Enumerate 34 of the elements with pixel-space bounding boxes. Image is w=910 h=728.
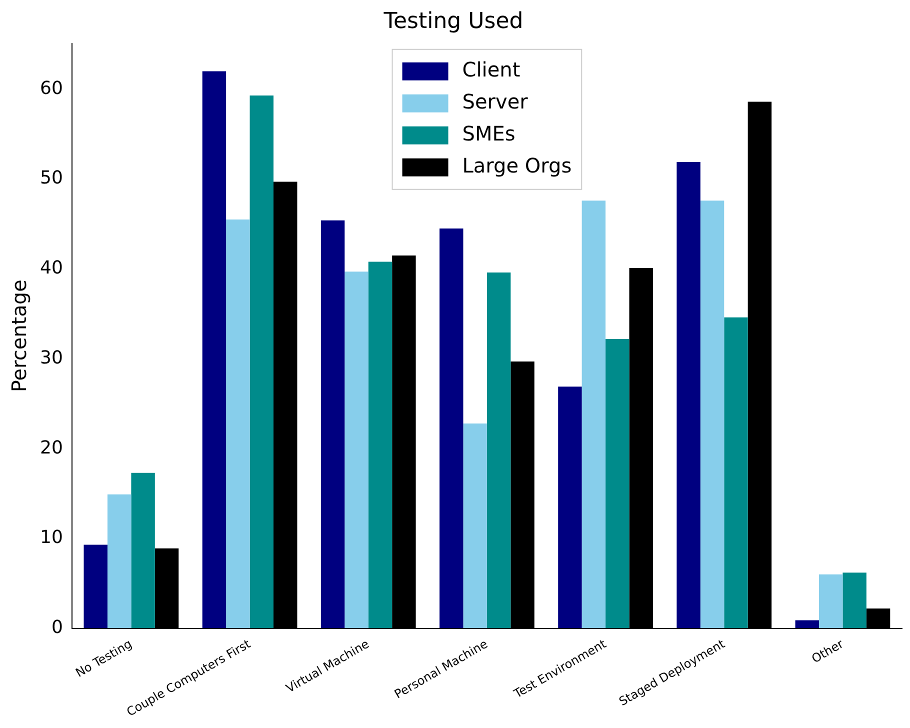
bar [676, 162, 700, 628]
bar [344, 272, 368, 628]
y-tick-label: 60 [40, 78, 63, 99]
chart-title: Testing Used [382, 8, 524, 34]
bar [368, 262, 392, 628]
bar [818, 574, 843, 628]
bar [724, 317, 748, 628]
y-tick-label: 30 [40, 347, 63, 368]
y-tick-label: 40 [40, 258, 63, 279]
bar [842, 572, 866, 628]
legend-label: Client [462, 58, 520, 82]
bar [84, 544, 108, 628]
bar [107, 494, 132, 628]
y-tick-label: 10 [40, 527, 63, 548]
legend-label: Server [462, 90, 529, 114]
bar [700, 200, 724, 628]
bar [582, 200, 606, 628]
legend-label: Large Orgs [462, 154, 572, 178]
bar [486, 272, 511, 628]
bar [226, 220, 250, 628]
bar [250, 96, 274, 628]
bar [558, 386, 582, 628]
bar [202, 71, 226, 628]
y-tick-label: 20 [40, 437, 63, 458]
bar [463, 423, 487, 628]
y-tick-label: 0 [51, 616, 63, 638]
y-tick-label: 50 [40, 168, 63, 189]
bar [320, 220, 345, 628]
bar [131, 472, 155, 628]
bar [440, 228, 464, 628]
y-axis-title: Percentage [7, 280, 32, 392]
bar [795, 620, 819, 628]
legend-label: SMEs [462, 122, 516, 146]
bar [606, 338, 630, 628]
